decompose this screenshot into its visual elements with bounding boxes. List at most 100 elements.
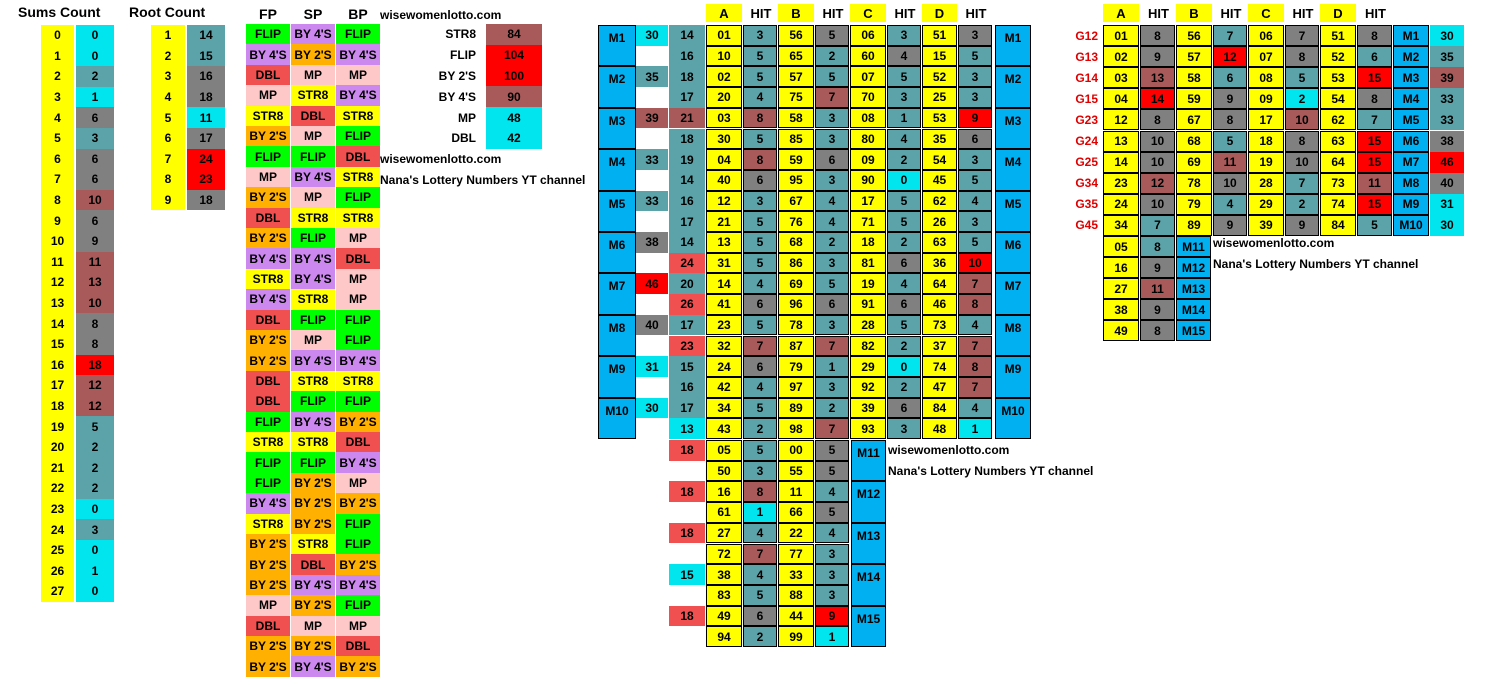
m-value-cell[interactable]: 85 <box>778 128 814 150</box>
pattern-cell[interactable]: BY 2'S <box>336 411 380 432</box>
g-value-cell[interactable]: 8 <box>1285 130 1319 152</box>
m-value-cell[interactable]: 32 <box>706 335 742 357</box>
m-label-right[interactable]: M7 <box>995 273 1031 315</box>
pattern-cell[interactable]: DBL <box>291 105 335 126</box>
sums-key-cell[interactable]: 19 <box>41 416 74 437</box>
m-total-cell[interactable]: 33 <box>636 149 668 170</box>
pattern-cell[interactable]: STR8 <box>291 85 335 106</box>
m-value-cell[interactable]: 89 <box>778 397 814 419</box>
g-total-cell[interactable]: 30 <box>1430 25 1464 47</box>
m-value-cell[interactable]: 77 <box>778 543 814 565</box>
m-value-cell[interactable]: 66 <box>778 502 814 523</box>
m-value-cell[interactable]: 91 <box>850 294 886 315</box>
m-value-cell[interactable]: 13 <box>706 232 742 253</box>
m-value-cell[interactable]: 2 <box>887 335 921 357</box>
pattern-cell[interactable]: STR8 <box>336 370 380 392</box>
pattern-cell[interactable]: FLIP <box>336 534 380 555</box>
g-value-cell[interactable]: 06 <box>1248 25 1284 47</box>
m-value-cell[interactable]: 3 <box>815 543 849 565</box>
m-label-left[interactable]: M6 <box>598 232 636 274</box>
root-key-cell[interactable]: 7 <box>151 148 185 170</box>
m-sum-cell[interactable]: 14 <box>669 169 705 191</box>
m-label-right[interactable]: M14 <box>851 564 886 606</box>
m-value-cell[interactable]: 6 <box>743 356 777 377</box>
ggrid-header[interactable]: C <box>1248 4 1284 22</box>
g-value-cell[interactable]: 11 <box>1213 151 1247 173</box>
sums-count-cell[interactable]: 10 <box>76 189 114 211</box>
g-value-cell[interactable]: 12 <box>1140 172 1175 194</box>
pattern-cell[interactable]: MP <box>336 228 380 249</box>
m-value-cell[interactable]: 4 <box>743 564 777 585</box>
m-value-cell[interactable]: 23 <box>706 314 742 336</box>
m-label-right[interactable]: M8 <box>995 314 1031 357</box>
m-label-right[interactable]: M5 <box>995 190 1031 232</box>
m-value-cell[interactable]: 25 <box>922 87 957 108</box>
root-key-cell[interactable]: 6 <box>151 128 185 149</box>
m-value-cell[interactable]: 86 <box>778 252 814 274</box>
sums-key-cell[interactable]: 12 <box>41 272 74 293</box>
sums-key-cell[interactable]: 0 <box>41 25 74 46</box>
g-label-cell[interactable]: G25 <box>1075 155 1098 170</box>
m-value-cell[interactable]: 5 <box>743 211 777 232</box>
pattern-cell[interactable]: FLIP <box>336 391 380 412</box>
m-label-left[interactable]: M1 <box>598 25 636 67</box>
g-value-cell[interactable]: 01 <box>1103 25 1139 47</box>
root-count-cell[interactable]: 15 <box>187 45 225 67</box>
g-value-cell[interactable]: 67 <box>1176 109 1212 131</box>
g-value-cell[interactable]: 69 <box>1176 151 1212 173</box>
m-value-cell[interactable]: 78 <box>778 314 814 336</box>
pattern-cell[interactable]: BY 4'S <box>291 656 335 677</box>
pattern-cell[interactable]: BY 2'S <box>246 636 290 657</box>
m-label-left[interactable]: M3 <box>598 107 636 150</box>
g-extra-hit[interactable]: 9 <box>1140 299 1175 321</box>
m-value-cell[interactable]: 6 <box>958 128 992 150</box>
g-value-cell[interactable]: 63 <box>1320 130 1356 152</box>
m-value-cell[interactable]: 70 <box>850 87 886 108</box>
m-value-cell[interactable]: 5 <box>743 397 777 419</box>
m-value-cell[interactable]: 12 <box>706 190 742 212</box>
m-sum-cell[interactable]: 18 <box>669 66 705 88</box>
m-value-cell[interactable]: 3 <box>887 418 921 439</box>
pattern-cell[interactable]: BY 2'S <box>336 656 380 677</box>
pattern-header[interactable]: BP <box>348 6 368 22</box>
m-value-cell[interactable]: 57 <box>778 66 814 88</box>
m-sum-cell[interactable]: 16 <box>669 45 705 67</box>
g-value-cell[interactable]: 14 <box>1140 88 1175 110</box>
m-value-cell[interactable]: 80 <box>850 128 886 150</box>
m-label-right[interactable]: M12 <box>851 481 886 523</box>
sums-count-cell[interactable]: 13 <box>76 272 114 293</box>
m-value-cell[interactable]: 43 <box>706 418 742 439</box>
m-value-cell[interactable]: 5 <box>743 252 777 274</box>
m-value-cell[interactable]: 4 <box>815 211 849 232</box>
root-key-cell[interactable]: 2 <box>151 45 185 67</box>
m-value-cell[interactable]: 37 <box>922 335 957 357</box>
mgrid-header[interactable]: HIT <box>750 5 772 21</box>
m-value-cell[interactable]: 3 <box>815 314 849 336</box>
m-value-cell[interactable]: 6 <box>743 605 777 627</box>
pattern-cell[interactable]: FLIP <box>246 452 290 473</box>
m-value-cell[interactable]: 36 <box>922 252 957 274</box>
g-value-cell[interactable]: 13 <box>1140 67 1175 89</box>
m-total-cell[interactable]: 39 <box>636 107 668 129</box>
m-value-cell[interactable]: 35 <box>922 128 957 150</box>
pattern-cell[interactable]: MP <box>246 595 290 616</box>
m-value-cell[interactable]: 99 <box>778 626 814 647</box>
m-value-cell[interactable]: 93 <box>850 418 886 439</box>
pattern-cell[interactable]: BY 2'S <box>336 554 380 575</box>
pattern-cell[interactable]: BY 4'S <box>291 166 335 188</box>
ggrid-header[interactable]: HIT <box>1148 5 1169 21</box>
m-value-cell[interactable]: 76 <box>778 211 814 232</box>
summary-key-cell[interactable]: MP <box>458 110 476 125</box>
pattern-cell[interactable]: BY 2'S <box>291 472 335 494</box>
m-sum-cell[interactable]: 17 <box>669 211 705 232</box>
g-label-cell[interactable]: G15 <box>1075 91 1098 106</box>
sums-key-cell[interactable]: 8 <box>41 189 74 211</box>
m-value-cell[interactable]: 95 <box>778 169 814 191</box>
m-label-right[interactable]: M9 <box>995 356 1031 398</box>
m-value-cell[interactable]: 62 <box>922 190 957 212</box>
site-label[interactable]: wisewomenlotto.com <box>380 8 502 22</box>
m-value-cell[interactable]: 30 <box>706 128 742 150</box>
sums-count-cell[interactable]: 0 <box>76 581 114 602</box>
m-value-cell[interactable]: 92 <box>850 376 886 398</box>
m-value-cell[interactable]: 2 <box>887 149 921 170</box>
